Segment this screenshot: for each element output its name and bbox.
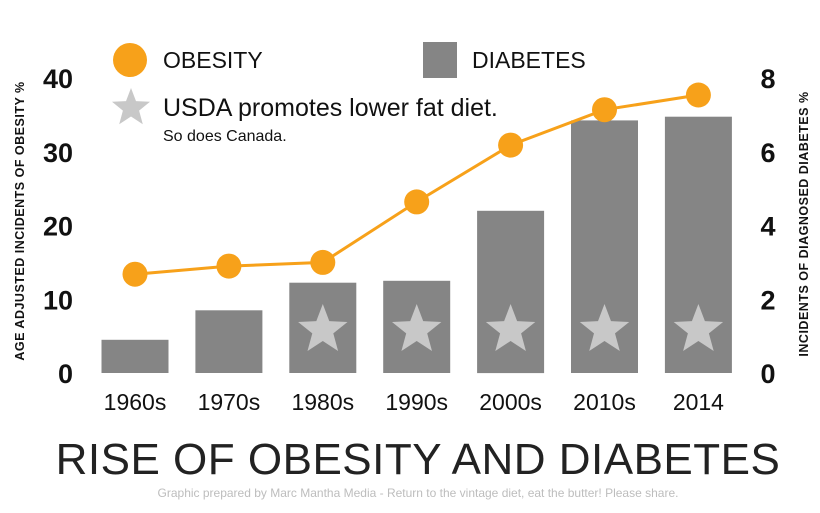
diabetes-bar-2000s xyxy=(477,210,545,374)
diabetes-legend-label: DIABETES xyxy=(472,47,586,73)
x-tick-label: 1970s xyxy=(198,389,261,415)
diabetes-bars xyxy=(101,116,732,374)
right-tick-label: 2 xyxy=(760,285,775,315)
left-axis-ticks: 0 10 20 30 40 xyxy=(43,64,73,389)
obesity-point-1960s xyxy=(122,261,148,287)
chart-credit: Graphic prepared by Marc Mantha Media - … xyxy=(158,486,679,500)
usda-star-markers xyxy=(298,304,724,351)
x-tick-label: 1990s xyxy=(385,389,448,415)
x-tick-label: 2014 xyxy=(673,389,724,415)
usda-note: USDA promotes lower fat diet. xyxy=(163,94,498,122)
obesity-legend-marker xyxy=(113,43,147,77)
obesity-line xyxy=(122,82,711,287)
chart-title: RISE OF OBESITY AND DIABETES xyxy=(56,435,781,484)
x-axis-ticks: 1960s 1970s 1980s 1990s 2000s 2010s 2014 xyxy=(104,389,725,415)
obesity-point-1980s xyxy=(310,249,336,275)
star-icon xyxy=(298,304,348,351)
star-icon xyxy=(673,304,724,351)
obesity-point-1970s xyxy=(216,253,242,279)
obesity-point-2010s xyxy=(592,97,617,123)
diabetes-bar-1970s xyxy=(195,310,263,373)
legend: OBESITY DIABETES USDA promotes lower fat… xyxy=(112,42,586,145)
left-axis-title: AGE ADJUSTED INCIDENTS OF OBESITY % xyxy=(13,81,27,360)
left-tick-label: 30 xyxy=(43,138,73,168)
obesity-legend-label: OBESITY xyxy=(163,47,263,73)
x-tick-label: 1960s xyxy=(104,389,167,415)
right-tick-label: 8 xyxy=(760,64,775,94)
x-tick-label: 2000s xyxy=(479,389,542,415)
x-tick-label: 1980s xyxy=(291,389,354,415)
star-icon xyxy=(392,304,442,351)
canada-note: So does Canada. xyxy=(163,128,287,145)
diabetes-bar-1960s xyxy=(101,339,169,373)
left-tick-label: 0 xyxy=(58,359,73,389)
obesity-point-2014 xyxy=(685,82,711,108)
diabetes-legend-swatch xyxy=(423,42,457,78)
right-axis-ticks: 0 2 4 6 8 xyxy=(760,64,775,389)
star-icon xyxy=(112,88,150,125)
obesity-point-2000s xyxy=(498,132,524,158)
left-tick-label: 20 xyxy=(43,212,73,242)
x-tick-label: 2010s xyxy=(573,389,636,415)
right-axis-title: INCIDENTS OF DIAGNOSED DIABETES % xyxy=(797,91,811,356)
right-tick-label: 6 xyxy=(760,138,775,168)
right-tick-label: 0 xyxy=(760,359,775,389)
obesity-point-1990s xyxy=(404,189,430,215)
left-tick-label: 40 xyxy=(43,64,73,94)
right-tick-label: 4 xyxy=(760,212,775,242)
left-tick-label: 10 xyxy=(43,285,73,315)
star-icon xyxy=(579,304,630,351)
star-icon xyxy=(485,304,536,351)
